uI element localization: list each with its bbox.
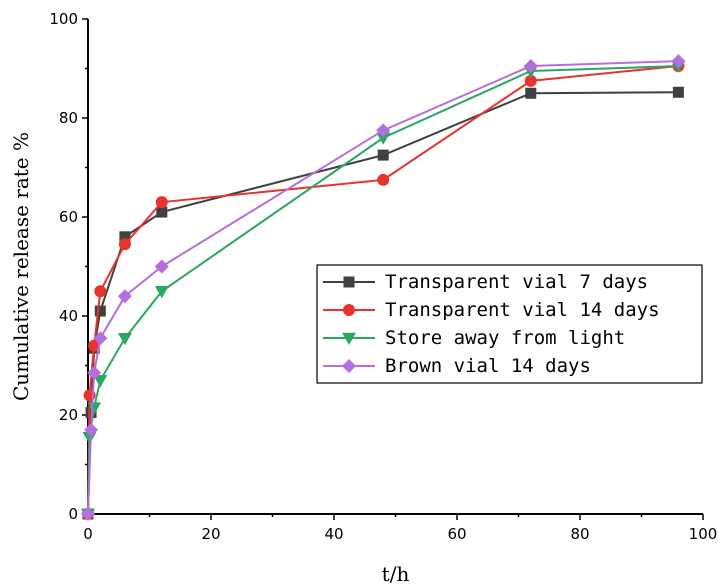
y-tick-label: 40 <box>59 307 78 325</box>
axes: 0 20 40 60 80 100 0 20 40 60 80 100 <box>49 10 717 543</box>
data-point <box>672 86 684 98</box>
legend-marker <box>342 359 356 373</box>
data-point <box>93 375 108 388</box>
data-point <box>377 173 390 186</box>
legend-item: Brown vial 14 days <box>323 355 591 377</box>
data-point <box>525 87 537 99</box>
data-point <box>376 132 391 145</box>
x-tick-label: 0 <box>83 525 93 543</box>
data-point <box>117 333 132 346</box>
legend-item: Transparent vial 14 days <box>323 299 660 321</box>
data-point <box>377 149 389 161</box>
data-point <box>82 432 97 445</box>
data-point <box>88 339 101 352</box>
data-point <box>523 59 538 74</box>
data-point <box>87 365 102 380</box>
data-point <box>84 422 99 437</box>
data-point <box>376 123 391 138</box>
y-tick-label: 100 <box>49 10 78 28</box>
x-tick-label: 20 <box>201 525 220 543</box>
data-point <box>93 331 108 346</box>
x-axis-title: t/h <box>382 562 410 585</box>
data-point <box>119 231 131 243</box>
data-point <box>156 206 168 218</box>
data-point <box>81 507 95 521</box>
data-point <box>94 305 106 317</box>
legend-item: Transparent vial 7 days <box>323 271 648 293</box>
legend-label: Brown vial 14 days <box>385 355 591 377</box>
legend-marker <box>343 304 355 316</box>
data-point <box>671 54 686 69</box>
legend-marker <box>342 332 356 345</box>
series-layer <box>81 54 686 521</box>
legend-frame <box>316 264 703 384</box>
x-tick-label: 40 <box>324 525 343 543</box>
legend-item: Store away from light <box>323 327 625 349</box>
data-point <box>117 289 132 304</box>
legend-label: Transparent vial 7 days <box>385 271 648 293</box>
y-tick-label: 20 <box>59 406 78 424</box>
data-point <box>154 259 169 274</box>
x-tick-label: 100 <box>689 525 718 543</box>
legend-label: Transparent vial 14 days <box>385 299 660 321</box>
x-tick-label: 60 <box>447 525 466 543</box>
y-axis-title: Cumulative release rate % <box>9 132 33 401</box>
data-point <box>154 286 169 299</box>
legend-marker <box>343 276 355 288</box>
x-tick-label: 80 <box>570 525 589 543</box>
data-point <box>155 196 168 209</box>
data-point <box>94 285 107 298</box>
y-tick-label: 0 <box>68 505 78 523</box>
data-point <box>524 74 537 87</box>
data-point <box>87 402 102 415</box>
legend: Transparent vial 7 days Transparent vial … <box>316 264 703 384</box>
data-point <box>118 238 131 251</box>
y-tick-label: 80 <box>59 109 78 127</box>
legend-label: Store away from light <box>385 327 625 349</box>
series-4 <box>81 54 686 521</box>
y-tick-label: 60 <box>59 208 78 226</box>
